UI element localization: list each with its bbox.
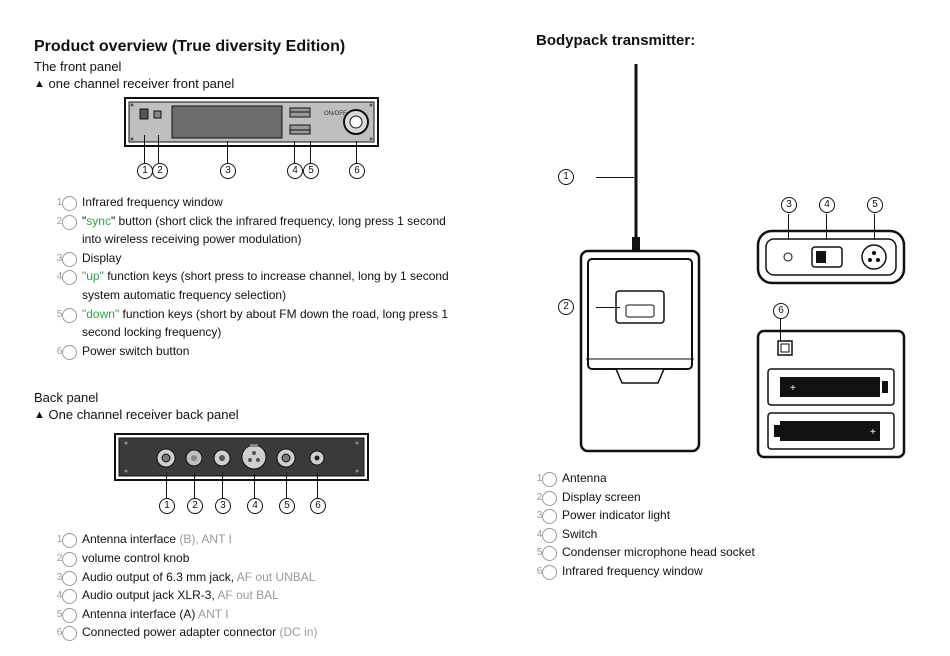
page: Product overview (True diversity Edition… [0,0,950,614]
back-call-3: 3 [215,498,231,514]
bodypack-top-svg [756,229,906,289]
front-item-4: 4"up" function keys (short press to incr… [62,267,462,304]
bp-call-5: 5 [867,197,883,213]
back-call-1: 1 [159,498,175,514]
front-item-5: 5"down" function keys (short by about FM… [62,305,462,342]
bp-call-6: 6 [773,303,789,319]
front-panel-svg: ON/OFF [124,97,379,153]
bp-call-3: 3 [781,197,797,213]
right-column: Bodypack transmitter: 1 [536,32,936,595]
back-item-4: 4Audio output jack XLR-3, AF out BAL [62,586,464,605]
back-sub2-text: One channel receiver back panel [49,407,239,422]
back-call-2: 2 [187,498,203,514]
bp-call-4: 4 [819,197,835,213]
front-item-6: 6Power switch button [62,342,462,361]
front-call-4: 4 [287,163,303,179]
back-call-4: 4 [247,498,263,514]
bp-item-2: 2Display screen [542,488,936,507]
back-item-5: 5Antenna interface (A) ANT I [62,605,464,624]
triangle-icon: ▲ [34,78,45,90]
bp-item-3: 3Power indicator light [542,506,936,525]
triangle-icon: ▲ [34,409,45,421]
front-call-3: 3 [220,163,236,179]
bp-call-1: 1 [558,169,574,185]
svg-text:+: + [870,427,876,438]
front-call-5: 5 [303,163,319,179]
back-item-6: 6Connected power adapter connector (DC i… [62,623,464,642]
bodypack-inside-svg: + + [756,329,906,459]
bp-item-5: 5Condenser microphone head socket [542,543,936,562]
bodypack-figure: 1 2 3 4 5 [536,59,936,459]
back-panel-figure: 1 2 3 4 5 6 [114,428,369,520]
bodypack-front-svg [546,59,721,459]
front-call-1: 1 [137,163,153,179]
front-item-1: 1Infrared frequency window [62,193,462,212]
left-column: Product overview (True diversity Edition… [34,38,464,656]
back-item-3: 3Audio output of 6.3 mm jack, AF out UNB… [62,568,464,587]
front-sub2-text: one channel receiver front panel [49,76,235,91]
back-sub2: ▲ One channel receiver back panel [34,407,464,422]
back-sub1: Back panel [34,390,464,405]
bodypack-list: 1Antenna 2Display screen 3Power indicato… [542,469,936,581]
front-panel-figure: ON/OFF 1 2 3 4 5 6 [124,97,379,183]
bodypack-title: Bodypack transmitter: [536,32,936,49]
svg-text:+: + [790,383,796,394]
front-list: 1Infrared frequency window 2"sync" butto… [62,193,462,360]
front-sub1: The front panel [34,59,464,74]
front-call-6: 6 [349,163,365,179]
bp-item-4: 4Switch [542,525,936,544]
front-item-3: 3Display [62,249,462,268]
front-item-2: 2"sync" button (short click the infrared… [62,212,462,249]
overview-title: Product overview (True diversity Edition… [34,38,464,56]
back-list: 1Antenna interface (B), ANT I 2volume co… [62,530,464,642]
bp-item-1: 1Antenna [542,469,936,488]
bp-item-6: 6Infrared frequency window [542,562,936,581]
back-call-6: 6 [310,498,326,514]
svg-text:ON/OFF: ON/OFF [324,111,347,117]
back-item-2: 2volume control knob [62,549,464,568]
front-call-2: 2 [152,163,168,179]
back-call-5: 5 [279,498,295,514]
front-sub2: ▲ one channel receiver front panel [34,76,464,91]
back-item-1: 1Antenna interface (B), ANT I [62,530,464,549]
bp-call-2: 2 [558,299,574,315]
back-panel-svg [114,428,369,486]
